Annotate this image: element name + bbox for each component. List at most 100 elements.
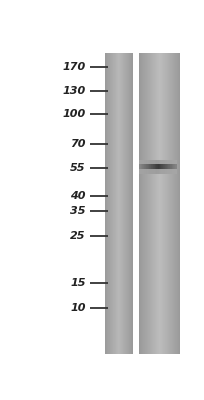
Bar <box>174 53 175 354</box>
Bar <box>131 53 132 354</box>
Text: 170: 170 <box>62 62 86 72</box>
Bar <box>168 160 169 174</box>
Text: 130: 130 <box>62 86 86 96</box>
Bar <box>124 53 125 354</box>
Bar <box>175 164 176 169</box>
Bar <box>159 160 160 174</box>
Text: 70: 70 <box>70 139 86 149</box>
Bar <box>128 53 129 354</box>
Bar <box>168 164 169 169</box>
Bar <box>175 160 176 174</box>
Bar <box>158 164 159 169</box>
Bar <box>163 164 164 169</box>
Bar <box>121 53 122 354</box>
Bar <box>155 53 156 354</box>
Bar <box>165 164 166 169</box>
Bar <box>147 53 148 354</box>
Bar <box>147 160 148 174</box>
Bar <box>145 160 146 174</box>
Bar <box>173 164 174 169</box>
Bar <box>160 160 161 174</box>
Bar <box>174 160 175 174</box>
Bar <box>140 160 141 174</box>
Bar <box>104 53 105 354</box>
Bar <box>171 53 172 354</box>
Bar <box>108 53 109 354</box>
Bar <box>146 53 147 354</box>
Bar <box>175 53 176 354</box>
Bar <box>106 53 107 354</box>
Bar <box>160 164 161 169</box>
Bar <box>176 53 177 354</box>
Bar <box>163 53 164 354</box>
Bar <box>166 160 167 174</box>
Bar <box>142 53 143 354</box>
Text: 10: 10 <box>70 303 86 313</box>
Bar <box>132 53 133 354</box>
Bar <box>169 160 170 174</box>
Bar <box>176 164 177 169</box>
Bar <box>141 160 142 174</box>
Bar <box>145 53 146 354</box>
Bar <box>179 53 180 354</box>
Bar <box>154 160 155 174</box>
Bar <box>111 53 112 354</box>
Bar <box>140 53 141 354</box>
Bar <box>139 164 140 169</box>
Bar <box>169 164 170 169</box>
Bar <box>107 53 108 354</box>
Bar <box>145 164 146 169</box>
Bar <box>129 53 130 354</box>
Bar <box>168 53 169 354</box>
Bar <box>126 53 127 354</box>
Bar <box>112 53 113 354</box>
Bar <box>172 160 173 174</box>
Bar <box>150 164 151 169</box>
Bar <box>160 53 161 354</box>
Bar <box>167 164 168 169</box>
Bar <box>152 160 153 174</box>
Bar <box>165 160 166 174</box>
Bar <box>141 164 142 169</box>
Bar <box>169 53 170 354</box>
Bar <box>144 160 145 174</box>
Bar <box>173 53 174 354</box>
Bar <box>133 53 139 354</box>
Bar <box>130 53 131 354</box>
Bar <box>161 53 162 354</box>
Bar <box>153 164 154 169</box>
Bar <box>115 53 116 354</box>
Bar <box>164 160 165 174</box>
Bar <box>176 160 177 174</box>
Bar <box>110 53 111 354</box>
Bar <box>166 53 167 354</box>
Bar <box>140 164 141 169</box>
Bar <box>171 160 172 174</box>
Bar <box>167 53 168 354</box>
Bar <box>149 160 150 174</box>
Bar <box>164 53 165 354</box>
Bar <box>156 53 157 354</box>
Bar <box>147 164 148 169</box>
Bar <box>148 164 149 169</box>
Bar <box>162 164 163 169</box>
Text: 100: 100 <box>62 109 86 119</box>
Bar <box>159 164 160 169</box>
Bar <box>143 164 144 169</box>
Bar <box>149 164 150 169</box>
Bar <box>170 53 171 354</box>
Bar <box>149 53 150 354</box>
Bar <box>166 164 167 169</box>
Bar <box>150 160 151 174</box>
Bar <box>144 53 145 354</box>
Text: 55: 55 <box>70 163 86 173</box>
Bar <box>148 53 149 354</box>
Bar <box>139 160 140 174</box>
Bar <box>154 53 155 354</box>
Bar <box>116 53 117 354</box>
Bar <box>152 164 153 169</box>
Bar <box>165 53 166 354</box>
Bar <box>161 160 162 174</box>
Bar <box>142 160 143 174</box>
Bar <box>143 53 144 354</box>
